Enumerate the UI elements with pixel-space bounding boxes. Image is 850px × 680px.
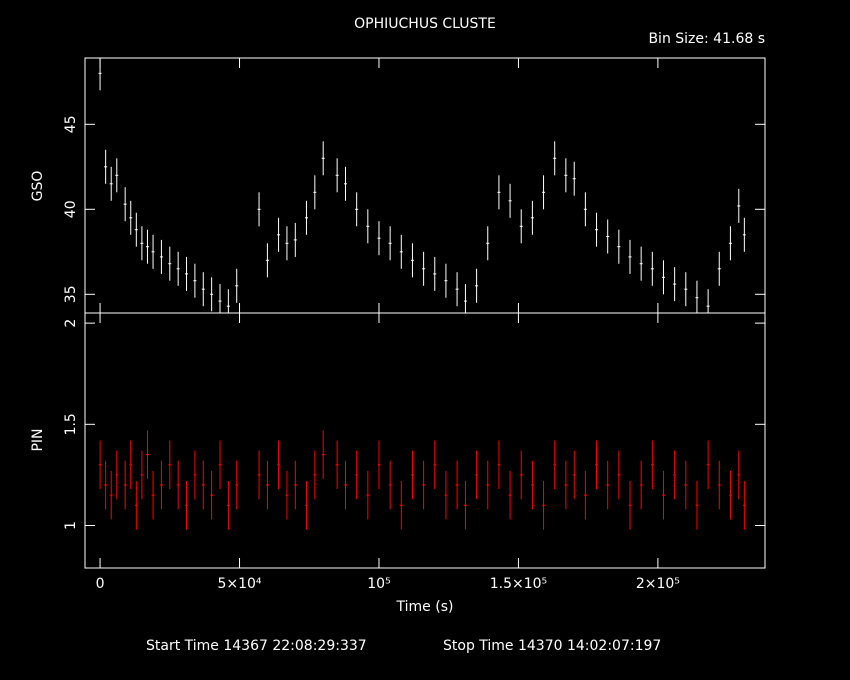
bin-size: Bin Size: 41.68 s	[648, 31, 765, 47]
y-tick-label: 2	[63, 319, 79, 328]
panel-frame	[84, 312, 766, 569]
y-tick-label: 1	[63, 521, 79, 530]
y-tick-label: 35	[63, 285, 79, 303]
y-axis-label: PIN	[30, 428, 46, 451]
x-tick-label: 10⁵	[367, 576, 390, 592]
start-time: Start Time 14367 22:08:29:337	[146, 638, 367, 654]
x-tick-label: 0	[96, 576, 105, 592]
y-tick-label: 40	[63, 200, 79, 218]
x-axis-label: Time (s)	[396, 599, 454, 615]
x-tick-label: 2×10⁵	[636, 576, 680, 592]
x-tick-label: 5×10⁴	[217, 576, 261, 592]
chart-title: OPHIUCHUS CLUSTE	[354, 16, 496, 32]
stop-time: Stop Time 14370 14:02:07:197	[443, 638, 661, 654]
y-axis-label: GSO	[30, 171, 46, 202]
x-tick-label: 1.5×10⁵	[490, 576, 547, 592]
y-tick-label: 45	[63, 115, 79, 133]
y-tick-label: 1.5	[63, 413, 79, 435]
